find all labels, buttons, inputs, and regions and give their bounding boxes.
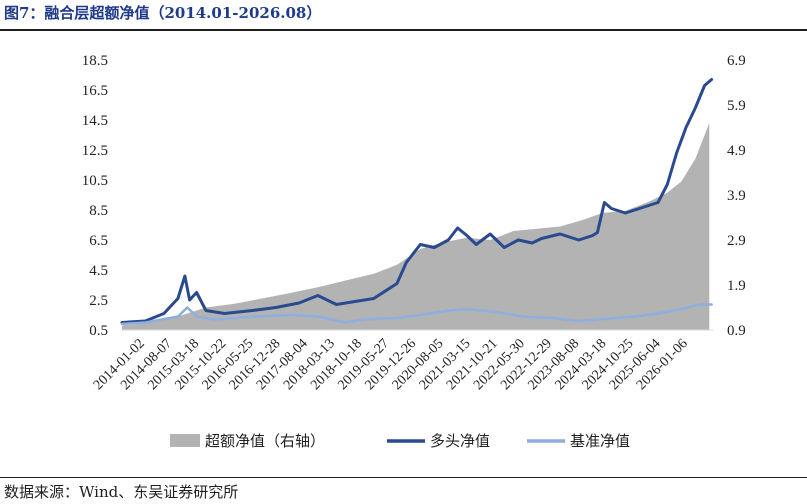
legend-label: 基准净值 bbox=[570, 432, 630, 450]
left-axis-tick-label: 12.5 bbox=[82, 143, 108, 159]
left-axis-tick-labels: 18.5 16.5 14.5 12.5 10.5 8.5 6.5 4.5 2.5 0.5 bbox=[82, 53, 108, 339]
left-axis-tick-label: 10.5 bbox=[82, 173, 108, 189]
right-axis-tick-label: 4.9 bbox=[727, 143, 746, 159]
right-axis-tick-label: 6.9 bbox=[727, 53, 746, 69]
legend-swatch bbox=[170, 434, 200, 447]
right-axis-tick-label: 1.9 bbox=[727, 278, 746, 294]
left-axis-tick-label: 4.5 bbox=[89, 263, 108, 279]
x-axis-tick-labels: 2014-01-022014-08-072015-03-182015-10-22… bbox=[91, 336, 691, 393]
left-axis-tick-label: 8.5 bbox=[89, 203, 108, 219]
source-note: 数据来源：Wind、东吴证券研究所 bbox=[4, 483, 239, 501]
right-axis-tick-label: 0.9 bbox=[727, 323, 746, 339]
legend-label: 超额净值（右轴） bbox=[205, 432, 325, 450]
legend-item-excess: 超额净值（右轴） bbox=[170, 432, 325, 450]
chart-title: 图7：融合层超额净值（2014.01-2026.08） bbox=[4, 4, 322, 22]
left-axis-tick-label: 0.5 bbox=[89, 323, 108, 339]
series-line-layer bbox=[120, 78, 714, 326]
legend-item-benchmark: 基准净值 bbox=[527, 432, 630, 450]
legend-label: 多头净值 bbox=[430, 432, 490, 450]
right-axis-tick-label: 3.9 bbox=[727, 188, 746, 204]
legend: 超额净值（右轴） 多头净值 基准净值 bbox=[170, 432, 630, 450]
right-axis-tick-label: 2.9 bbox=[727, 233, 746, 249]
left-axis-tick-label: 18.5 bbox=[82, 53, 108, 69]
bottom-divider bbox=[0, 477, 807, 478]
series-line-longonly bbox=[120, 78, 714, 324]
left-axis-tick-label: 16.5 bbox=[82, 83, 108, 99]
top-divider bbox=[0, 29, 807, 31]
legend-item-longonly: 多头净值 bbox=[387, 432, 490, 450]
left-axis-tick-label: 2.5 bbox=[89, 293, 108, 309]
chart-canvas: 2014-01-022014-08-072015-03-182015-10-22… bbox=[82, 53, 746, 450]
right-axis-tick-labels: 6.9 5.9 4.9 3.9 2.9 1.9 0.9 bbox=[727, 53, 746, 339]
series-area-excess bbox=[122, 123, 710, 330]
left-axis-tick-label: 6.5 bbox=[89, 233, 108, 249]
excess-area-layer bbox=[122, 123, 710, 330]
right-axis-tick-label: 5.9 bbox=[727, 98, 746, 114]
left-axis-tick-label: 14.5 bbox=[82, 113, 108, 129]
series-line-benchmark bbox=[120, 303, 713, 326]
